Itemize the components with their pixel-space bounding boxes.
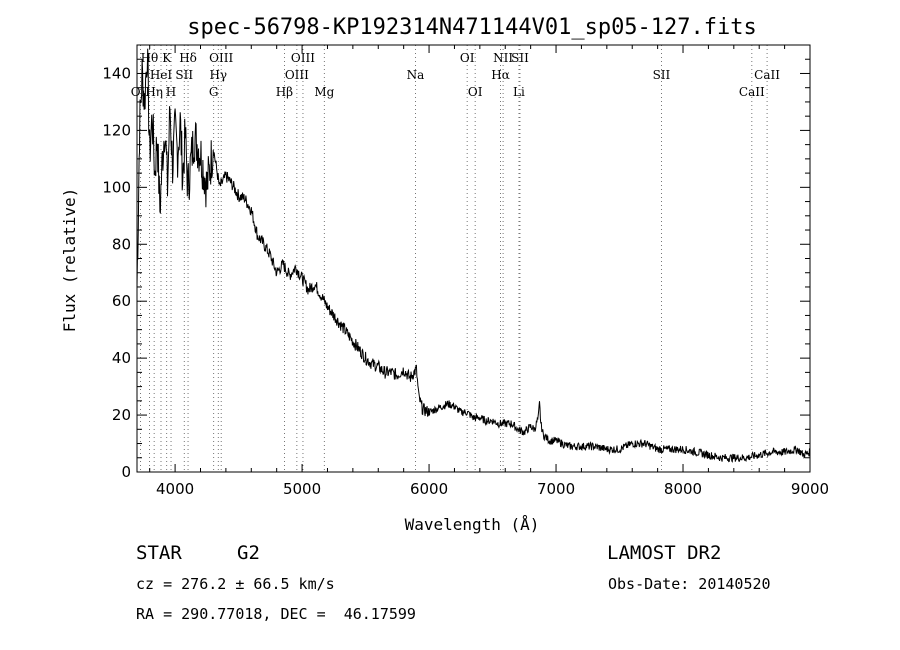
y-tick-label: 80	[112, 235, 131, 253]
y-tick-label: 60	[112, 292, 131, 310]
x-tick-label: 8000	[664, 480, 702, 498]
x-tick-label: 4000	[156, 480, 194, 498]
spectral-line-label: Na	[407, 68, 425, 82]
spectral-line-label: G	[209, 85, 219, 99]
x-tick-label: 6000	[410, 480, 448, 498]
spectral-line-label: OIII	[285, 68, 309, 82]
spectral-line-label: H	[166, 85, 176, 99]
y-tick-label: 140	[102, 64, 131, 82]
spectral-line-label: SII	[175, 68, 193, 82]
spectral-line-label: CaII	[754, 68, 780, 82]
survey-name: LAMOST DR2	[607, 542, 722, 564]
chart-title: spec-56798-KP192314N471144V01_sp05-127.f…	[187, 15, 757, 40]
spectral-line-label: OI	[460, 51, 475, 65]
y-tick-label: 100	[102, 178, 131, 196]
x-tick-label: 7000	[537, 480, 575, 498]
spectral-line-label: OI	[468, 85, 483, 99]
axis-ticks-layer: 4000 5000 6000 7000 8000 9000 0 20 40 60 80 100 120 1…	[102, 45, 829, 498]
x-tick-label: 5000	[283, 480, 321, 498]
spectral-line-label: OIII	[291, 51, 315, 65]
y-axis-label: Flux (relative)	[60, 188, 79, 333]
spectral-line-label: Hη	[145, 85, 163, 99]
y-tick-label: 40	[112, 349, 131, 367]
y-tick-label: 0	[121, 463, 131, 481]
spectral-line-label: NII	[493, 51, 513, 65]
spectral-line-label: CaII	[739, 85, 765, 99]
observation-date: Obs-Date: 20140520	[608, 575, 771, 593]
y-tick-label: 20	[112, 406, 131, 424]
spectral-line-label: Hθ	[141, 51, 159, 65]
spectral-line-label: Li	[513, 85, 525, 99]
spectral-line-label: SII	[511, 51, 529, 65]
plot-frame	[136, 44, 811, 473]
spectrum-series-line	[136, 48, 811, 463]
spectral-line-label: HeI	[150, 68, 173, 82]
y-tick-label: 120	[102, 121, 131, 139]
object-class: STAR	[136, 542, 182, 564]
spectral-line-label: OIII	[209, 51, 233, 65]
spectral-line-label: Hα	[491, 68, 510, 82]
spectral-line-label: SII	[653, 68, 671, 82]
coordinates: RA = 290.77018, DEC = 46.17599	[136, 605, 416, 623]
spectral-line-label: Hβ	[276, 85, 293, 99]
spectral-line-label: Mg	[314, 85, 334, 99]
redshift-velocity: cz = 276.2 ± 66.5 km/s	[136, 575, 335, 593]
spectral-line-label: Hγ	[209, 68, 227, 82]
spectral-line-label: Hδ	[179, 51, 197, 65]
x-tick-label: 9000	[791, 480, 829, 498]
x-axis-label: Wavelength (Å)	[405, 515, 540, 534]
object-subclass: G2	[237, 542, 260, 564]
spectral-line-label: K	[162, 51, 172, 65]
